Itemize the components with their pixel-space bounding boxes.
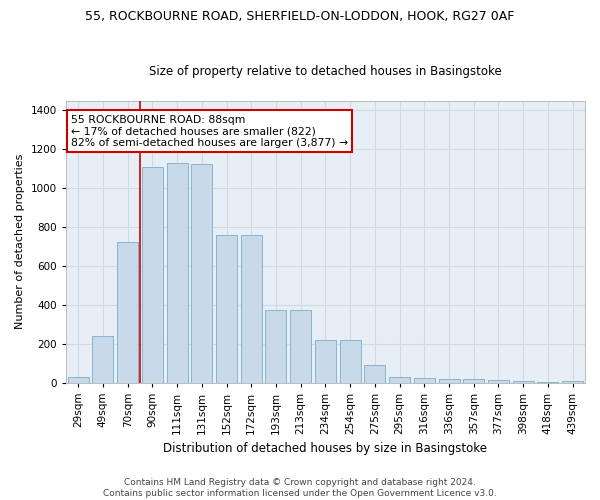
Bar xyxy=(265,310,286,382)
Bar xyxy=(364,365,385,382)
Text: 55 ROCKBOURNE ROAD: 88sqm
← 17% of detached houses are smaller (822)
82% of semi: 55 ROCKBOURNE ROAD: 88sqm ← 17% of detac… xyxy=(71,114,348,148)
Bar xyxy=(92,336,113,382)
Bar xyxy=(241,234,262,382)
Bar xyxy=(562,381,583,382)
Text: Contains HM Land Registry data © Crown copyright and database right 2024.
Contai: Contains HM Land Registry data © Crown c… xyxy=(103,478,497,498)
Bar xyxy=(463,379,484,382)
Title: Size of property relative to detached houses in Basingstoke: Size of property relative to detached ho… xyxy=(149,66,502,78)
Bar xyxy=(68,377,89,382)
Y-axis label: Number of detached properties: Number of detached properties xyxy=(15,154,25,329)
Bar xyxy=(216,234,237,382)
Text: 55, ROCKBOURNE ROAD, SHERFIELD-ON-LODDON, HOOK, RG27 0AF: 55, ROCKBOURNE ROAD, SHERFIELD-ON-LODDON… xyxy=(85,10,515,23)
Bar xyxy=(389,376,410,382)
Bar xyxy=(191,164,212,382)
Bar xyxy=(315,340,336,382)
Bar xyxy=(512,380,534,382)
Bar xyxy=(167,162,188,382)
Bar xyxy=(290,310,311,382)
Bar xyxy=(488,380,509,382)
Bar xyxy=(439,378,460,382)
Bar xyxy=(142,166,163,382)
Bar xyxy=(117,242,138,382)
Bar xyxy=(340,340,361,382)
Bar xyxy=(414,378,435,382)
X-axis label: Distribution of detached houses by size in Basingstoke: Distribution of detached houses by size … xyxy=(163,442,487,455)
